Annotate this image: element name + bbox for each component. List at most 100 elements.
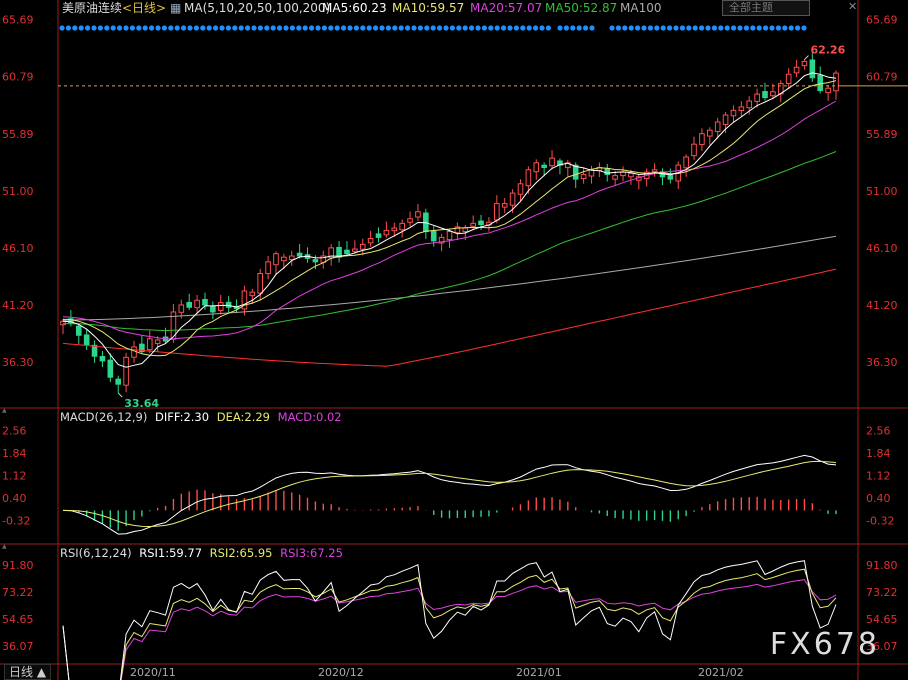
event-dot	[628, 25, 634, 31]
cycle-button[interactable]: 日线 ▲	[4, 664, 52, 680]
price-tick-right: 65.69	[866, 14, 898, 27]
candle	[533, 162, 540, 173]
event-dot	[270, 25, 276, 31]
rsi3-value: RSI3:67.25	[280, 546, 343, 560]
watermark: FX678	[769, 627, 880, 662]
event-dot	[398, 25, 404, 31]
event-dot	[750, 25, 756, 31]
candle	[202, 298, 208, 306]
macd-value: MACD:0.02	[277, 410, 342, 424]
event-dot	[686, 25, 692, 31]
candle	[367, 238, 374, 244]
price-tick-right: 41.20	[866, 299, 898, 312]
event-dot	[341, 25, 347, 31]
candle	[265, 261, 271, 275]
panel-marker: ▲	[2, 407, 7, 414]
candle	[770, 91, 776, 97]
event-dot	[232, 25, 238, 31]
event-dot	[437, 25, 443, 31]
macd-tick-right: -0.32	[866, 514, 894, 527]
event-dot	[443, 25, 449, 31]
event-dot	[97, 25, 103, 31]
ma100-line	[63, 235, 837, 321]
candle	[454, 226, 461, 234]
macd-tick-left: 0.40	[2, 492, 27, 505]
macd-dea-line	[62, 460, 837, 528]
symbol-name: 美原油连续	[62, 1, 123, 15]
rsi-tick-right: 36.07	[866, 640, 898, 653]
close-icon[interactable]: ✕	[848, 0, 858, 13]
event-dot	[366, 25, 372, 31]
event-dot	[238, 25, 244, 31]
high-annotation: 62.26	[810, 44, 845, 57]
event-dot	[539, 25, 545, 31]
price-tick-right: 51.00	[866, 185, 898, 198]
rsi3-line	[62, 579, 837, 680]
candle	[359, 243, 366, 250]
low-annotation: 33.64	[124, 397, 159, 410]
candle	[375, 233, 382, 238]
macd-tick-left: 2.56	[2, 425, 27, 438]
event-dot	[769, 25, 775, 31]
candle	[60, 320, 66, 326]
event-dot	[481, 25, 487, 31]
event-dot	[718, 25, 724, 31]
candle	[462, 227, 469, 233]
macd-tick-right: 1.84	[866, 447, 891, 460]
event-dot	[469, 25, 475, 31]
event-dot	[494, 25, 500, 31]
candle	[612, 175, 618, 180]
price-tick-right: 60.79	[866, 71, 898, 84]
macd-header: MACD(26,12,9) DIFF:2.30 DEA:2.29 MACD:0.…	[60, 410, 346, 425]
candle	[470, 222, 476, 227]
candle	[746, 100, 753, 109]
event-dot	[801, 25, 807, 31]
candle	[273, 253, 279, 266]
event-dot	[117, 25, 123, 31]
rsi-tick-right: 91.80	[866, 559, 898, 572]
event-dot	[334, 25, 340, 31]
event-dot	[309, 25, 315, 31]
candle	[154, 339, 161, 344]
event-dot	[449, 25, 455, 31]
macd-dea: DEA:2.29	[216, 410, 271, 424]
chart-header: 美原油连续 <日线> ▦ MA(5,10,20,50,100,200) MA5:…	[0, 0, 908, 16]
event-dot	[526, 25, 532, 31]
event-dot	[277, 25, 283, 31]
candle	[438, 236, 445, 244]
event-dot	[129, 25, 135, 31]
theme-select-button[interactable]: 全部主题	[722, 0, 810, 16]
event-dot	[123, 25, 129, 31]
candle	[249, 291, 256, 297]
candle	[391, 227, 398, 232]
event-dot	[181, 25, 187, 31]
price-tick-left: 51.00	[2, 185, 34, 198]
candle	[178, 304, 185, 313]
candle	[139, 343, 145, 353]
event-dot	[563, 25, 570, 31]
candle	[281, 256, 287, 262]
rsi-tick-left: 36.07	[2, 640, 34, 653]
event-dot	[576, 25, 582, 31]
candle	[833, 72, 839, 92]
event-dot	[264, 25, 270, 31]
event-dot	[795, 25, 801, 31]
candle	[793, 66, 800, 74]
rsi2-line	[62, 568, 837, 680]
event-dot	[724, 25, 730, 31]
event-dot	[756, 25, 762, 31]
candle	[809, 59, 816, 79]
candle	[91, 344, 98, 357]
event-dot	[641, 25, 647, 31]
period-label[interactable]: <日线>	[122, 1, 167, 15]
macd-tick-left: 1.84	[2, 447, 27, 460]
event-dot	[711, 25, 718, 31]
high-pointer	[804, 55, 809, 60]
candle	[99, 355, 106, 362]
candle	[225, 301, 232, 308]
rsi-tick-right: 73.22	[866, 586, 898, 599]
candle	[415, 211, 421, 218]
candle	[288, 255, 295, 261]
event-dot	[136, 25, 142, 31]
